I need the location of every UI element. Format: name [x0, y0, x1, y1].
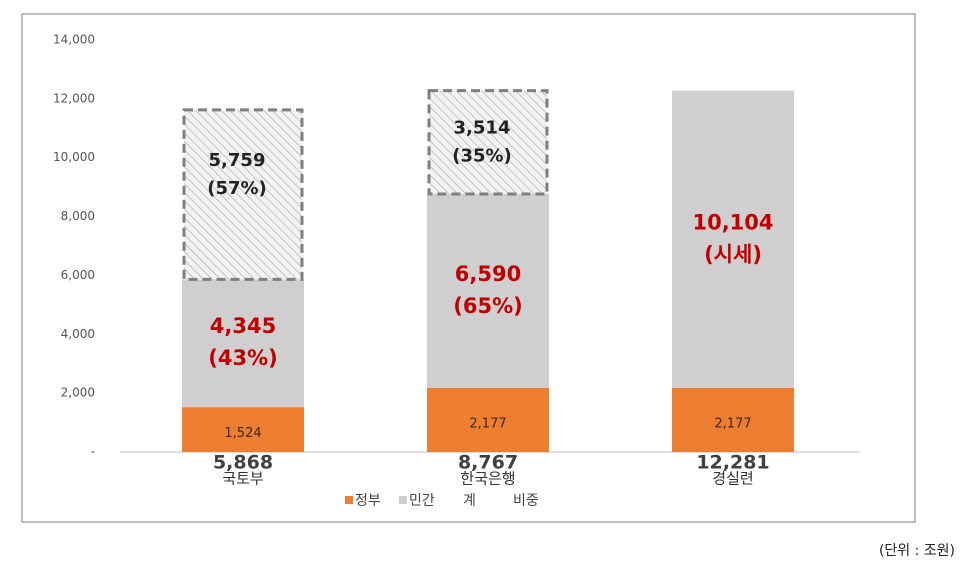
- share-label: (43%): [208, 346, 277, 370]
- y-tick-label: 10,000: [53, 150, 95, 164]
- legend-label: 계: [463, 493, 476, 509]
- dashed-box: [427, 89, 549, 196]
- legend-label: 비중: [513, 493, 539, 509]
- y-tick-label: 4,000: [61, 327, 95, 341]
- y-tick-label: 12,000: [53, 91, 95, 105]
- legend-swatch: [399, 496, 407, 504]
- value-label: 5,759: [209, 150, 266, 171]
- bar-segment: [672, 387, 794, 452]
- bar-segment: [182, 407, 304, 452]
- x-tick-label: 국토부: [222, 470, 264, 488]
- y-tick-label: -: [91, 445, 95, 459]
- bar-segment: [672, 90, 794, 388]
- total-label: 5,868: [213, 452, 273, 474]
- bar-segment: [427, 193, 549, 388]
- bar-segment: [182, 279, 304, 408]
- y-tick-label: 2,000: [61, 386, 95, 400]
- value-label: 2,177: [469, 416, 506, 431]
- value-label: 6,590: [455, 262, 521, 286]
- dashed-box: [182, 108, 304, 281]
- value-label: 10,104: [692, 210, 773, 234]
- y-tick-label: 14,000: [53, 33, 95, 47]
- bar-segment: [427, 387, 549, 452]
- share-label: (65%): [453, 294, 522, 318]
- share-label: (35%): [452, 145, 512, 166]
- value-label: 4,345: [210, 314, 276, 338]
- y-tick-label: 8,000: [61, 209, 95, 223]
- legend-swatch: [345, 496, 353, 504]
- total-label: 8,767: [458, 452, 518, 474]
- share-label: (57%): [207, 178, 267, 199]
- x-tick-label: 한국은행: [460, 470, 515, 488]
- y-tick-label: 6,000: [61, 268, 95, 282]
- x-tick-label: 경실련: [712, 470, 753, 488]
- total-label: 12,281: [696, 452, 769, 474]
- value-label: 1,524: [224, 426, 261, 441]
- value-label: 3,514: [454, 117, 511, 138]
- value-label: 2,177: [714, 416, 751, 431]
- legend-label: 민간: [409, 493, 435, 509]
- share-label: (시세): [704, 242, 762, 266]
- legend-label: 정부: [355, 493, 381, 509]
- unit-note: (단위 : 조원): [879, 543, 955, 559]
